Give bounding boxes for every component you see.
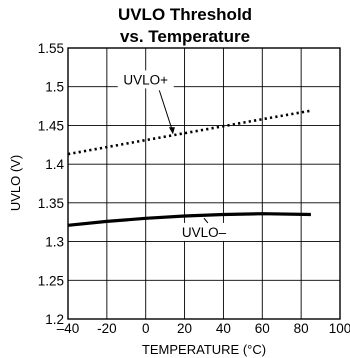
chart-title-line-1: UVLO Threshold: [118, 5, 252, 24]
chart-title-line-2: vs. Temperature: [120, 27, 250, 46]
x-tick-label: –40: [57, 321, 80, 336]
y-tick-label: 1.35: [38, 196, 64, 211]
y-tick-label: 1.55: [38, 41, 64, 56]
series-line-uvlo-falling: [67, 212, 311, 227]
annotation-uvlo-minus: UVLO–: [182, 225, 227, 240]
plot-frame: [67, 47, 341, 320]
annotation-background: [174, 222, 234, 241]
annotation-leader-uvlo-plus: [158, 90, 174, 133]
y-tick-label: 1.25: [38, 273, 64, 288]
annotation-leader-uvlo-minus: [203, 217, 209, 224]
annotation-arrowhead: [168, 127, 175, 135]
series-layer: [67, 109, 312, 227]
x-tick-label: 60: [255, 321, 270, 336]
x-tick-label: 80: [294, 321, 309, 336]
x-axis-label: TEMPERATURE (°C): [142, 342, 266, 357]
annotation-uvlo-plus: UVLO+: [123, 72, 168, 87]
x-tick-labels: –40 -20 0 20 40 60 80 100: [57, 321, 350, 336]
y-axis-label: UVLO (V): [8, 155, 23, 211]
y-tick-label: 1.3: [45, 235, 64, 250]
series-line-uvlo-rising: [67, 109, 312, 156]
y-tick-label: 1.2: [45, 312, 64, 327]
grid: [68, 48, 340, 319]
x-tick-label: 0: [142, 321, 150, 336]
annotations: UVLO+ UVLO–: [117, 70, 234, 241]
x-tick-label: 20: [177, 321, 192, 336]
y-tick-labels: 1.2 1.25 1.3 1.35 1.4 1.45 1.5 1.55: [38, 41, 65, 327]
x-tick-label: -20: [97, 321, 117, 336]
x-tick-label: 40: [216, 321, 231, 336]
y-tick-label: 1.4: [45, 157, 64, 172]
annotation-background: [117, 70, 174, 89]
y-tick-label: 1.45: [38, 118, 64, 133]
x-tick-label: 100: [329, 321, 350, 336]
y-tick-label: 1.5: [45, 80, 64, 95]
